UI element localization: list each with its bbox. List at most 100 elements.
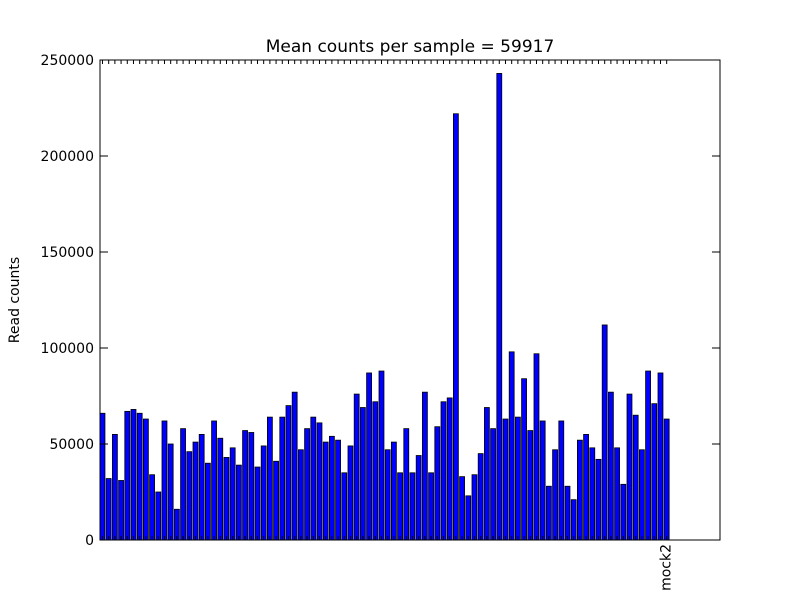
bar (533, 353, 540, 541)
bar (521, 378, 527, 541)
bar (465, 495, 472, 541)
bar (359, 407, 366, 541)
bar (291, 391, 298, 541)
bar (186, 451, 193, 541)
bar (180, 428, 186, 541)
bar (446, 397, 453, 541)
bar (335, 439, 341, 541)
bar (105, 478, 112, 541)
chart-title: Mean counts per sample = 59917 (266, 37, 555, 57)
bar (217, 437, 224, 541)
bar (558, 420, 565, 541)
bar (564, 485, 571, 541)
bar (601, 324, 608, 541)
x-tick-label: mock2 (659, 544, 675, 591)
bar (595, 458, 602, 541)
bar (502, 418, 509, 541)
y-tick-label: 50000 (49, 437, 94, 453)
bar (248, 432, 255, 541)
bar (390, 441, 397, 541)
bar (663, 418, 670, 541)
bar (452, 113, 459, 541)
bar (322, 441, 329, 541)
bar (421, 391, 428, 541)
plot-frame (99, 59, 721, 541)
bar (583, 433, 589, 541)
bar (632, 414, 639, 541)
bar (266, 416, 273, 541)
bar (366, 372, 372, 541)
bar (353, 393, 360, 541)
bar (657, 372, 664, 541)
bar (254, 466, 261, 541)
bar (378, 370, 385, 541)
bar (161, 420, 168, 541)
bar (316, 422, 323, 541)
bar (384, 449, 391, 541)
bar (434, 426, 441, 541)
bar (149, 474, 155, 541)
bar (130, 409, 137, 541)
bar (341, 472, 348, 541)
bar (614, 447, 620, 541)
bar (310, 416, 317, 541)
bar (483, 407, 490, 541)
bar (285, 405, 292, 541)
bar (204, 462, 211, 541)
bar (112, 433, 118, 541)
bar (173, 508, 180, 541)
bar (403, 428, 410, 541)
bar (279, 416, 286, 541)
bar (645, 370, 651, 541)
bar (124, 410, 131, 541)
bar (304, 428, 310, 541)
bar (651, 403, 658, 541)
bar (415, 455, 422, 541)
bar (192, 441, 199, 541)
bar (347, 445, 354, 541)
bar (273, 460, 279, 541)
y-axis-label: Read counts (7, 257, 23, 343)
bar (570, 499, 577, 541)
bar (620, 483, 627, 541)
y-tick-label: 150000 (41, 245, 94, 261)
bar (223, 457, 230, 541)
bar (546, 485, 552, 541)
bar (372, 401, 379, 541)
bar (409, 472, 416, 541)
bar (496, 73, 503, 541)
bar (490, 428, 496, 541)
bar (328, 435, 335, 541)
bar (626, 393, 633, 541)
bar (459, 476, 465, 541)
bar (428, 472, 434, 541)
bar (440, 401, 447, 541)
bar (211, 420, 217, 541)
bar (235, 464, 242, 541)
bar (142, 418, 149, 541)
bar (589, 447, 596, 541)
y-tick-label: 250000 (41, 53, 94, 69)
bar (167, 443, 174, 541)
bar (242, 430, 248, 541)
bar (552, 449, 558, 541)
bar (155, 491, 162, 541)
bar (508, 351, 515, 541)
bar (198, 433, 205, 541)
bar (118, 480, 124, 541)
bar (527, 430, 534, 541)
y-tick-label: 0 (85, 533, 94, 549)
bar (229, 447, 236, 541)
bar (608, 391, 614, 541)
bar (539, 420, 546, 541)
bar (477, 453, 484, 541)
y-tick-label: 100000 (41, 341, 94, 357)
bar (639, 449, 645, 541)
bar (397, 472, 403, 541)
y-tick-label: 200000 (41, 149, 94, 165)
bar (99, 412, 106, 541)
bar (297, 449, 304, 541)
bar (577, 439, 583, 541)
bar (471, 474, 478, 541)
